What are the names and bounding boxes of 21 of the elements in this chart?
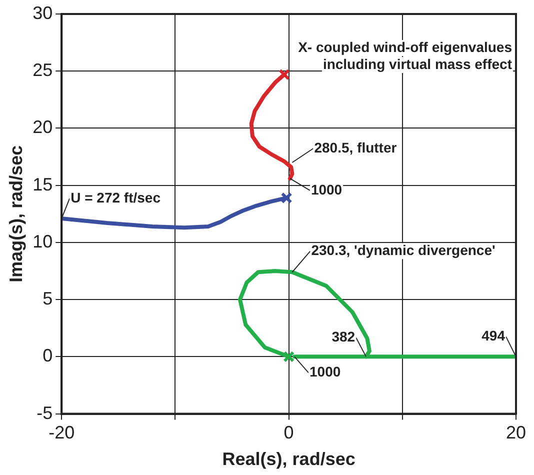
annotation: 280.5, flutter: [314, 139, 398, 156]
y-axis-title: Imag(s), rad/sec: [6, 145, 26, 282]
annotation: X- coupled wind-off eigenvalues including virtual mass effect: [298, 38, 512, 72]
y-tick-label: 10: [32, 231, 53, 252]
y-tick-label: 5: [42, 288, 53, 309]
y-tick-label: 0: [42, 346, 53, 366]
annotation: 494: [482, 328, 506, 344]
annotation: 230.3, 'dynamic divergence': [311, 242, 496, 258]
annotation: 1000: [309, 364, 341, 380]
annotation: 382: [332, 328, 356, 345]
y-tick-label: 30: [32, 2, 53, 23]
x-tick-label: -20: [48, 422, 75, 443]
x-axis-title: Real(s), rad/sec: [222, 449, 356, 470]
y-tick-label: 25: [32, 60, 53, 80]
annotation: U = 272 ft/sec: [70, 189, 161, 206]
annotation: 1000: [310, 181, 342, 198]
x-tick-label: 20: [506, 422, 526, 443]
y-tick-label: -5: [36, 402, 53, 423]
x-tick-label: 0: [284, 422, 294, 443]
y-tick-label: 15: [32, 174, 53, 194]
y-tick-label: 20: [32, 117, 53, 138]
